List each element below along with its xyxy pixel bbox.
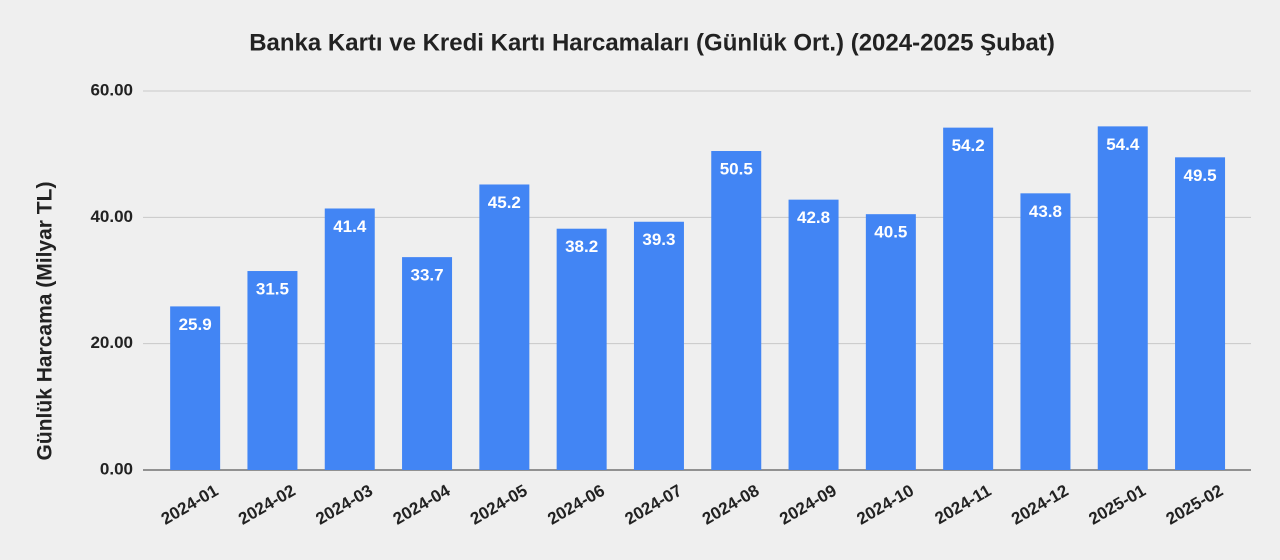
value-label: 38.2 bbox=[565, 237, 598, 256]
value-label: 49.5 bbox=[1184, 166, 1217, 185]
value-label: 41.4 bbox=[333, 217, 367, 236]
bar bbox=[170, 306, 221, 470]
value-label: 25.9 bbox=[179, 315, 212, 334]
bar bbox=[633, 221, 684, 470]
bar bbox=[324, 208, 375, 471]
value-label: 45.2 bbox=[488, 193, 521, 212]
chart-title: Banka Kartı ve Kredi Kartı Harcamaları (… bbox=[249, 29, 1055, 56]
value-label: 50.5 bbox=[720, 159, 753, 178]
bar bbox=[711, 151, 762, 470]
y-tick-label: 40.00 bbox=[90, 207, 133, 226]
y-tick-label: 20.00 bbox=[90, 333, 133, 352]
bar bbox=[865, 214, 916, 470]
value-label: 33.7 bbox=[411, 266, 444, 285]
bar bbox=[788, 199, 839, 470]
value-label: 31.5 bbox=[256, 280, 289, 299]
y-axis-label: Günlük Harcama (Milyar TL) bbox=[34, 182, 57, 461]
value-label: 40.5 bbox=[874, 223, 907, 242]
value-label: 42.8 bbox=[797, 208, 830, 227]
y-tick-label: 0.00 bbox=[100, 459, 133, 478]
bar bbox=[1175, 157, 1226, 470]
bar bbox=[247, 271, 298, 470]
value-label: 54.4 bbox=[1106, 135, 1140, 154]
value-label: 43.8 bbox=[1029, 202, 1062, 221]
y-tick-label: 60.00 bbox=[90, 80, 133, 99]
bar bbox=[1020, 193, 1071, 470]
bar bbox=[556, 228, 607, 470]
value-label: 39.3 bbox=[642, 230, 675, 249]
value-label: 54.2 bbox=[952, 136, 985, 155]
bar bbox=[479, 184, 530, 470]
bar bbox=[1097, 126, 1148, 470]
bar bbox=[402, 257, 453, 470]
bar bbox=[943, 127, 994, 471]
